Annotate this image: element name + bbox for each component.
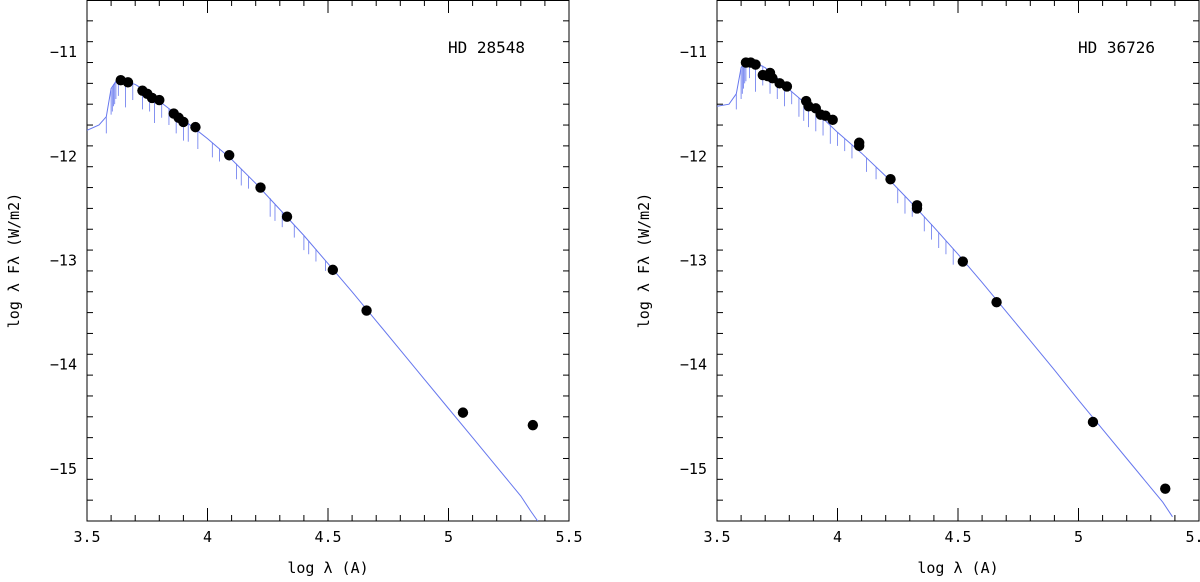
photometry-point xyxy=(178,116,189,128)
photometry-point xyxy=(885,174,896,185)
model-spectrum-line xyxy=(87,79,539,521)
y-tick-label: −12 xyxy=(50,147,77,165)
photometry-point xyxy=(361,305,372,316)
photometry-point xyxy=(750,59,761,70)
y-tick-label: −14 xyxy=(50,356,77,374)
x-tick-label: 5.5 xyxy=(555,528,582,546)
y-tick-label: −14 xyxy=(680,356,707,374)
photometry-point xyxy=(527,419,539,431)
photometry-point xyxy=(154,94,165,106)
photometry-point xyxy=(957,256,969,267)
x-tick-label: 5 xyxy=(444,528,453,546)
plot-area xyxy=(717,57,1173,518)
photometry-point xyxy=(255,182,266,193)
y-axis-label: log λ Fλ (W/m2) xyxy=(5,193,23,328)
photometry-point xyxy=(827,114,838,126)
model-spectrum-line xyxy=(717,59,1173,518)
y-tick-label: −15 xyxy=(680,460,707,478)
x-axis-label: log λ (A) xyxy=(917,559,998,577)
star-name-label: HD 28548 xyxy=(448,38,525,57)
x-tick-label: 3.5 xyxy=(703,528,730,546)
x-tick-label: 3.5 xyxy=(73,528,100,546)
photometry-point xyxy=(190,121,201,133)
photometry-point xyxy=(327,264,339,276)
photometry-point xyxy=(991,296,1002,308)
x-tick-label: 5.5 xyxy=(1185,528,1200,546)
x-axis-label: log λ (A) xyxy=(287,559,368,577)
y-tick-label: −11 xyxy=(50,43,77,61)
photometry-point xyxy=(457,407,469,418)
photometry-point xyxy=(853,140,865,152)
right-panel-hd36726: 3.5 4 4.5 5 5.5 −11 −12 −13 −14 −15 log λ (A) log λ… xyxy=(635,0,1200,577)
y-axis-label: log λ Fλ (W/m2) xyxy=(635,193,653,328)
plot-frame xyxy=(86,0,570,522)
x-tick-label: 4 xyxy=(833,528,842,546)
left-panel-hd28548: 3.5 4 4.5 5 5.5 −11 −12 −13 −14 −15 log λ (A) log λ… xyxy=(5,0,583,577)
plot-area xyxy=(87,75,539,521)
y-tick-label: −13 xyxy=(680,252,707,270)
photometry-point xyxy=(281,211,293,222)
y-tick-label: −15 xyxy=(50,460,77,478)
star-name-label: HD 36726 xyxy=(1078,38,1155,57)
photometry-point xyxy=(1087,416,1099,428)
photometry-point xyxy=(223,150,235,161)
x-tick-label: 5 xyxy=(1074,528,1083,546)
photometry-point xyxy=(122,77,134,88)
photometry-point xyxy=(911,203,923,214)
photometry-point xyxy=(767,72,778,84)
y-tick-label: −13 xyxy=(50,252,77,270)
y-tick-label: −11 xyxy=(680,43,707,61)
x-tick-label: 4 xyxy=(203,528,212,546)
x-tick-label: 4.5 xyxy=(944,528,971,546)
photometry-point xyxy=(781,81,793,92)
photometry-point xyxy=(1160,483,1171,494)
y-tick-label: −12 xyxy=(680,147,707,165)
x-tick-label: 4.5 xyxy=(314,528,341,546)
